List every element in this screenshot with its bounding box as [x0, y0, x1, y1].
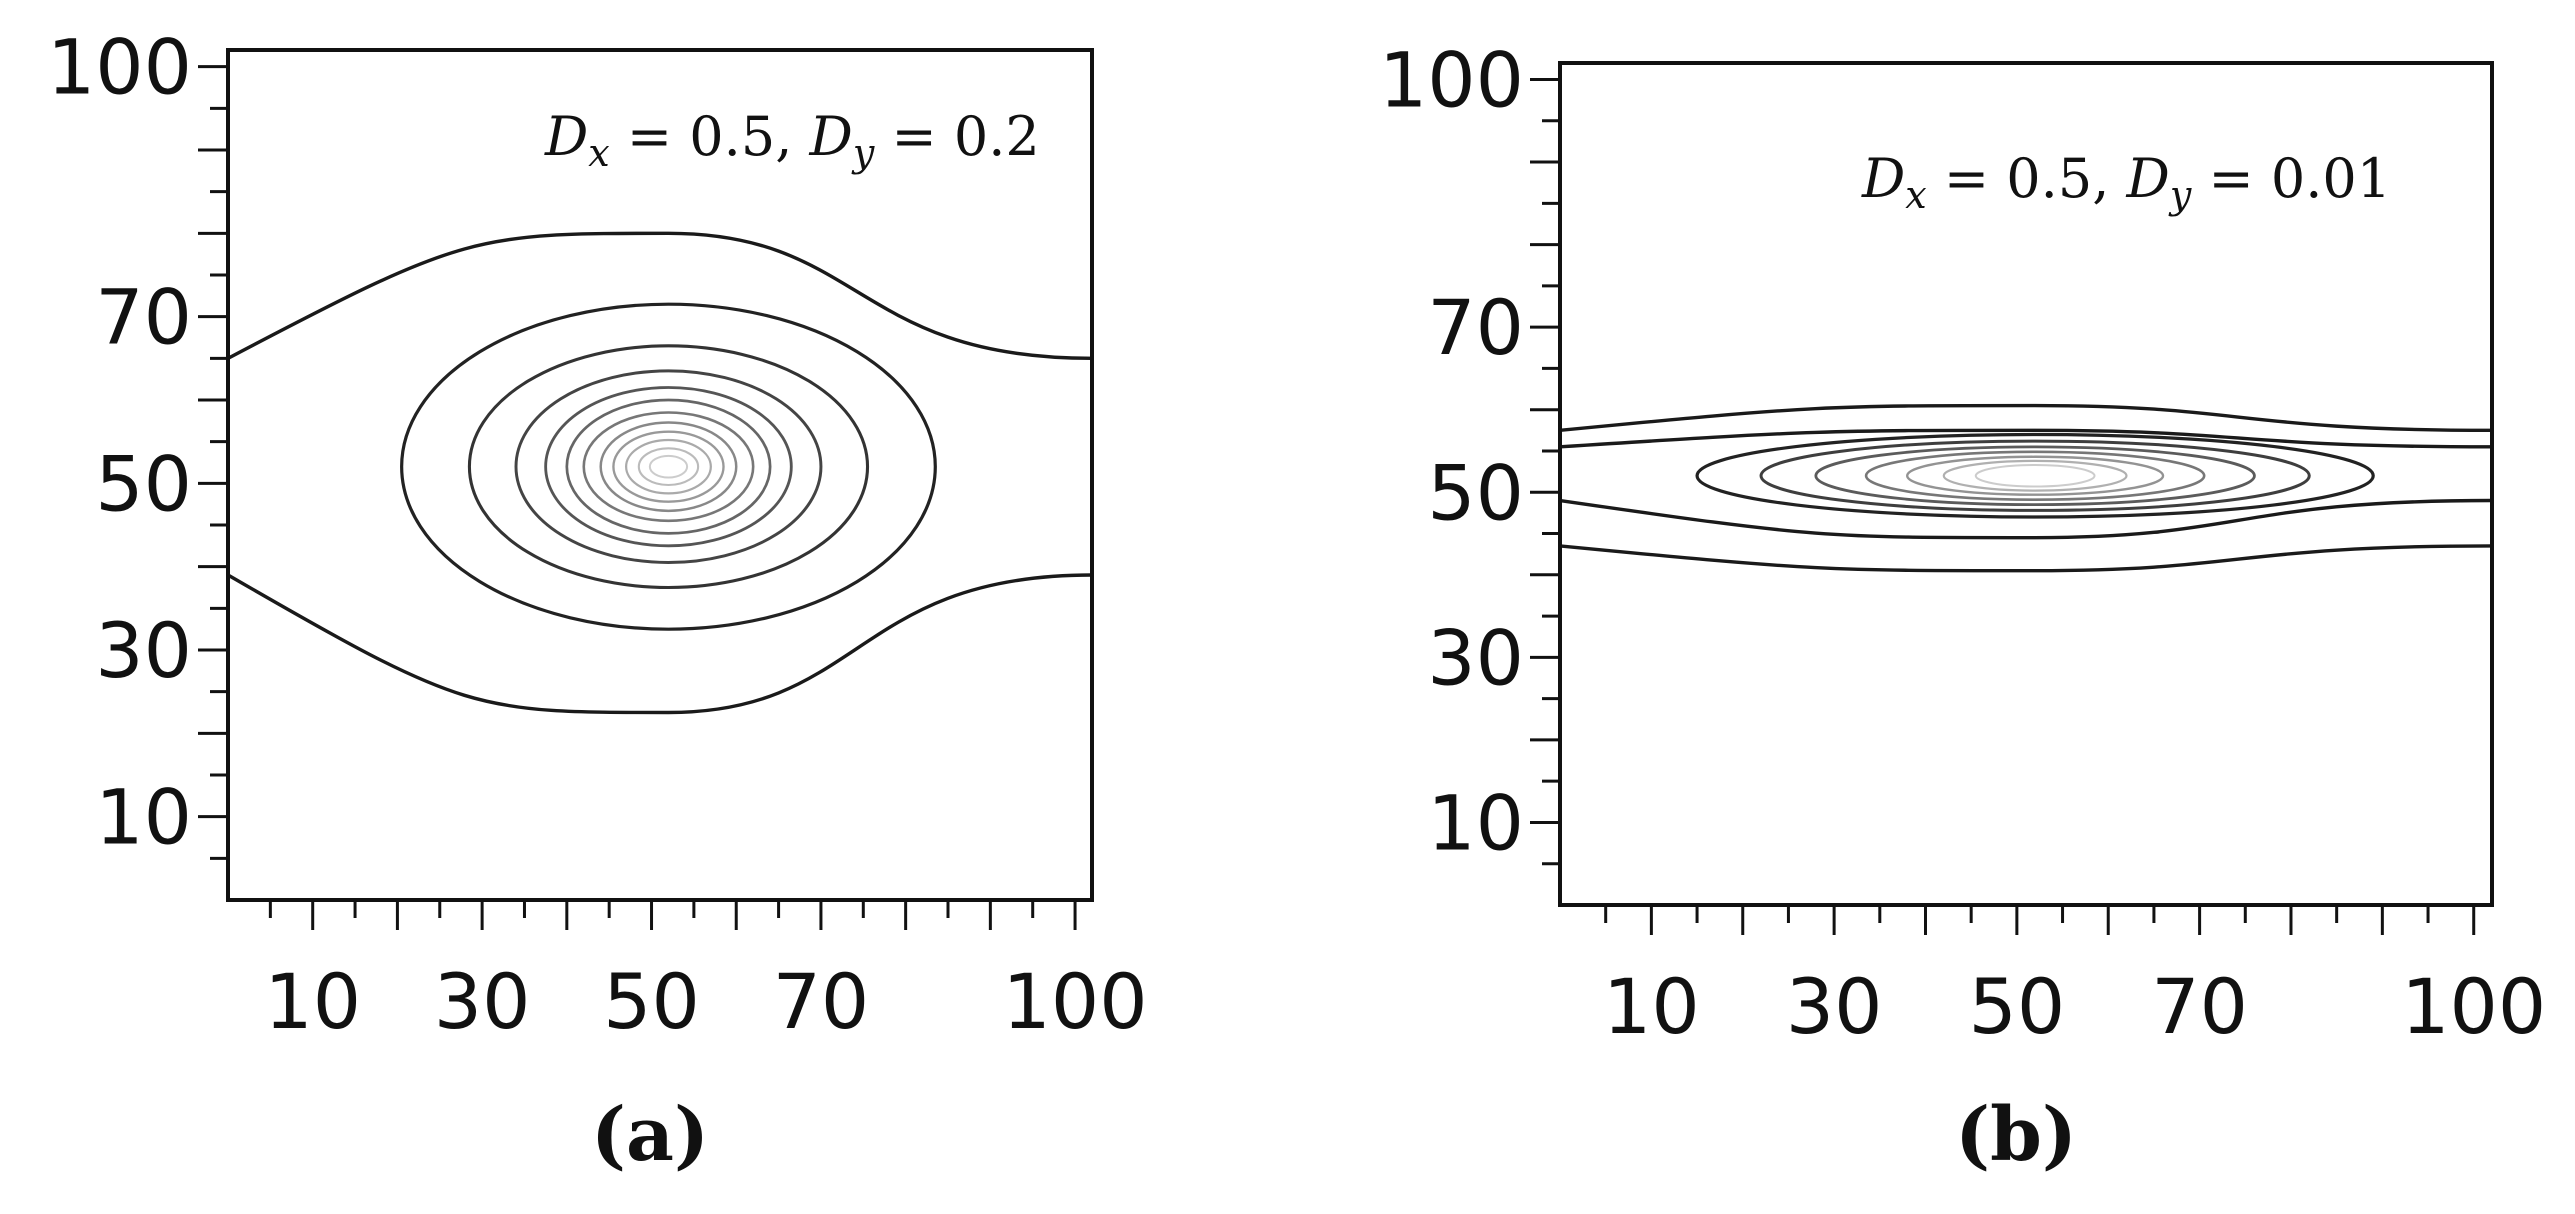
contour-ellipse-3 — [1814, 445, 2256, 507]
contour-band-lower-1 — [227, 573, 1093, 715]
contour-ellipse-4 — [1864, 450, 2206, 501]
plot-frame-b — [1558, 61, 2494, 907]
contour-band-upper-1 — [1559, 403, 2493, 433]
contour-ellipse-1 — [400, 302, 937, 631]
contour-ellipse-2 — [1759, 439, 2311, 512]
y-tick-label: 70 — [1427, 283, 1524, 372]
panel-label-a: (a) — [591, 1092, 709, 1178]
tick-labels-a: 10 30 50 70 100 10 30 50 70 100 — [47, 23, 1148, 1046]
contour-lines-b — [1559, 403, 2493, 573]
y-tick-label: 70 — [95, 273, 192, 362]
x-tick-label: 70 — [773, 957, 870, 1046]
axis-ticks-a — [198, 65, 1077, 930]
annotation-part: y — [2168, 173, 2192, 217]
tick-labels-b: 10 30 50 70 100 10 30 50 70 100 — [1379, 36, 2546, 1051]
contour-ellipse-4 — [544, 386, 793, 548]
annotation-part: D — [1861, 147, 1905, 210]
x-tick-label: 10 — [264, 957, 361, 1046]
y-tick-label: 100 — [1379, 36, 1524, 125]
contour-ellipse-2 — [467, 344, 870, 590]
contour-ellipse-7 — [1974, 464, 2096, 488]
x-tick-label: 30 — [1786, 962, 1883, 1051]
annotation-part: x — [588, 131, 609, 175]
annotation-part: = 0.5, — [1927, 147, 2127, 210]
contour-ellipse-6 — [582, 411, 755, 523]
y-tick-label: 50 — [95, 439, 192, 528]
contour-ellipse-5 — [1906, 455, 2165, 496]
annotation-part: D — [2126, 147, 2170, 210]
x-tick-label: 30 — [434, 957, 531, 1046]
contour-ellipse-1 — [1695, 432, 2375, 519]
annotation-part: y — [851, 131, 875, 175]
contour-ellipse-10 — [637, 447, 700, 487]
contour-ellipse-8 — [612, 430, 725, 503]
x-tick-label: 50 — [603, 957, 700, 1046]
y-tick-label: 50 — [1427, 448, 1524, 537]
x-tick-label: 100 — [1003, 957, 1148, 1046]
contour-ellipse-7 — [599, 421, 738, 513]
contour-band-upper-1 — [227, 231, 1093, 361]
panel-label-b: (b) — [1955, 1092, 2077, 1178]
annotation-part: D — [544, 105, 588, 168]
contour-ellipse-3 — [514, 369, 823, 564]
parameter-annotation-a: Dx = 0.5, Dy = 0.2 — [544, 105, 1040, 175]
annotation-part: = 0.5, — [610, 105, 810, 168]
annotation-part: D — [809, 105, 853, 168]
y-tick-label: 100 — [47, 23, 192, 112]
x-tick-label: 70 — [2151, 962, 2248, 1051]
plot-frame-a — [226, 48, 1094, 902]
contour-ellipse-6 — [1942, 459, 2128, 492]
y-tick-label: 10 — [1427, 778, 1524, 867]
annotation-part: = 0.01 — [2191, 147, 2391, 210]
y-tick-label: 30 — [1427, 613, 1524, 702]
axis-ticks-b — [1530, 78, 2476, 935]
x-tick-label: 50 — [1969, 962, 2066, 1051]
contour-ellipse-11 — [648, 454, 689, 479]
y-tick-label: 10 — [95, 773, 192, 862]
x-tick-label: 100 — [2401, 962, 2546, 1051]
contour-lines-a — [227, 231, 1093, 715]
annotation-part: x — [1905, 173, 1926, 217]
x-tick-label: 10 — [1603, 962, 1700, 1051]
contour-ellipse-5 — [565, 398, 772, 535]
contour-band-lower-1 — [1559, 544, 2493, 573]
panel-b: 10 30 50 70 100 10 30 50 70 100 Dx = 0.5, Dy = 0.… — [1379, 36, 2546, 1178]
parameter-annotation-b: Dx = 0.5, Dy = 0.01 — [1861, 147, 2391, 217]
annotation-part: = 0.2 — [874, 105, 1039, 168]
panel-a: 10 30 50 70 100 10 30 50 70 100 Dx = 0.5, Dy = 0.… — [47, 23, 1148, 1178]
contour-band-upper-2 — [1559, 428, 2493, 449]
y-tick-label: 30 — [95, 606, 192, 695]
contour-ellipse-9 — [624, 438, 712, 495]
contour-band-lower-2 — [1559, 498, 2493, 540]
